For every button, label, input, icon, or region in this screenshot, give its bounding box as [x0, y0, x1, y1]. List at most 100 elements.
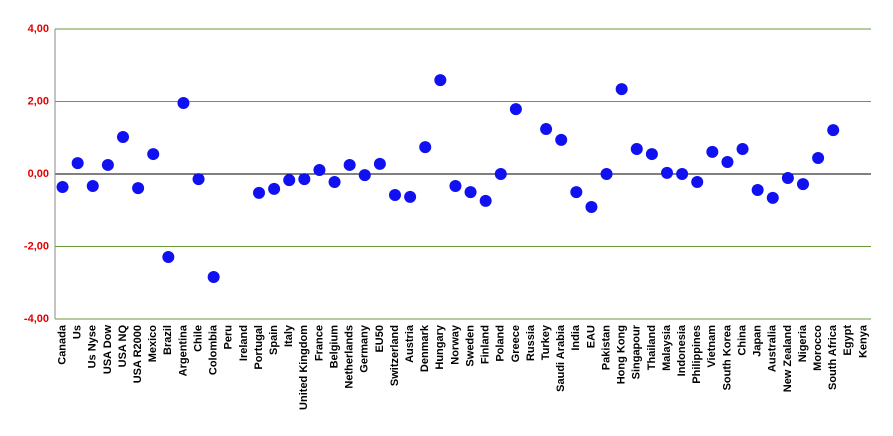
y-tick-label: 2,00 [28, 95, 49, 107]
x-tick-label: China [736, 324, 748, 355]
x-tick-label: Nigeria [797, 324, 809, 362]
dot [389, 189, 401, 202]
dot [147, 148, 160, 161]
x-tick-label: Turkey [540, 324, 552, 360]
x-tick-label: Philippines [691, 325, 703, 384]
y-tick-label: -2,00 [24, 240, 49, 252]
x-tick-label: Italy [283, 324, 295, 347]
dot [600, 168, 613, 180]
x-tick-label: Argentina [177, 324, 189, 376]
dot [162, 251, 175, 264]
dot [766, 191, 779, 204]
dot [555, 133, 568, 146]
dot [706, 145, 719, 158]
dot [449, 179, 462, 192]
dot [404, 190, 417, 203]
x-tick-label: Peru [223, 325, 235, 349]
x-tick-label: Indonesia [676, 324, 688, 376]
dot [615, 83, 628, 96]
x-tick-label: USA R2000 [132, 325, 144, 383]
x-tick-label: Finland [480, 325, 492, 364]
x-tick-label: Mexico [147, 325, 159, 363]
dot [358, 169, 371, 182]
dot [101, 158, 114, 171]
x-tick-label: United Kingdom [298, 325, 310, 410]
x-tick-label: EU50 [374, 325, 386, 353]
x-tick-label: Us [72, 325, 84, 339]
dot [373, 157, 386, 170]
x-tick-label: Japan [752, 325, 764, 357]
dot [812, 152, 825, 165]
x-tick-label: Singapour [631, 324, 643, 379]
x-tick-label: Colombia [208, 324, 220, 375]
x-tick-label: EAU [585, 325, 597, 348]
dot [464, 186, 477, 199]
y-tick-label: -4,00 [24, 313, 49, 325]
dot [751, 183, 764, 196]
x-tick-label: Germany [359, 324, 371, 373]
x-tick-label: Switzerland [389, 325, 401, 386]
x-tick-label: Saudi Arabia [555, 324, 567, 392]
dot [298, 173, 311, 186]
dot [494, 168, 507, 180]
dot [192, 173, 205, 186]
dot [645, 148, 658, 161]
dot [313, 164, 326, 177]
x-tick-label: Morocco [812, 325, 824, 371]
dot [177, 96, 190, 109]
dot [86, 179, 99, 192]
x-tick-label: Hungary [434, 324, 446, 370]
dot [827, 124, 840, 137]
dot [797, 178, 809, 191]
dot [509, 103, 522, 116]
y-tick-label: 0,00 [28, 168, 49, 180]
x-tick-label: Portugal [253, 325, 265, 370]
x-tick-label: New Zealand [782, 325, 794, 392]
dot [781, 171, 794, 184]
x-tick-label: Brazil [162, 325, 174, 355]
dot [117, 131, 129, 144]
y-tick-label: 4,00 [28, 23, 49, 35]
dot [570, 186, 583, 199]
x-tick-label: Poland [495, 325, 507, 362]
dot [56, 181, 69, 194]
dot [661, 166, 673, 179]
x-tick-label: South Africa [827, 324, 839, 390]
x-tick-label: Australia [767, 324, 779, 372]
dot [540, 123, 553, 136]
x-tick-label: Austria [404, 324, 416, 363]
x-tick-label: Russia [525, 324, 537, 361]
x-tick-label: Thailand [646, 325, 658, 370]
x-tick-label: Denmark [419, 324, 431, 372]
dot [132, 182, 145, 195]
dot [419, 141, 432, 154]
dot [585, 200, 598, 213]
x-tick-label: Hong Kong [616, 325, 628, 384]
dot [736, 142, 749, 155]
dot [253, 186, 265, 199]
x-tick-label: Spain [268, 325, 280, 355]
x-tick-label: USA NQ [117, 325, 129, 368]
dot [721, 156, 734, 169]
dot [479, 194, 492, 207]
dot [691, 175, 704, 188]
x-tick-label: Belgium [328, 325, 340, 369]
dot [283, 174, 296, 187]
dot [207, 270, 220, 283]
x-tick-label: Vietnam [706, 325, 718, 368]
dot [630, 142, 643, 155]
dot [343, 158, 356, 171]
x-tick-label: Us Nyse [87, 325, 99, 368]
dot [434, 74, 447, 87]
dot [676, 168, 689, 180]
x-tick-label: France [313, 325, 325, 361]
x-tick-label: Ireland [238, 325, 250, 361]
x-tick-label: Chile [192, 325, 204, 352]
dot [71, 157, 84, 170]
x-tick-label: Greece [510, 325, 522, 362]
x-tick-label: Pakistan [600, 325, 612, 371]
x-tick-label: Egypt [842, 325, 854, 356]
x-tick-label: Sweden [464, 325, 476, 367]
x-tick-label: Malaysia [661, 324, 673, 371]
